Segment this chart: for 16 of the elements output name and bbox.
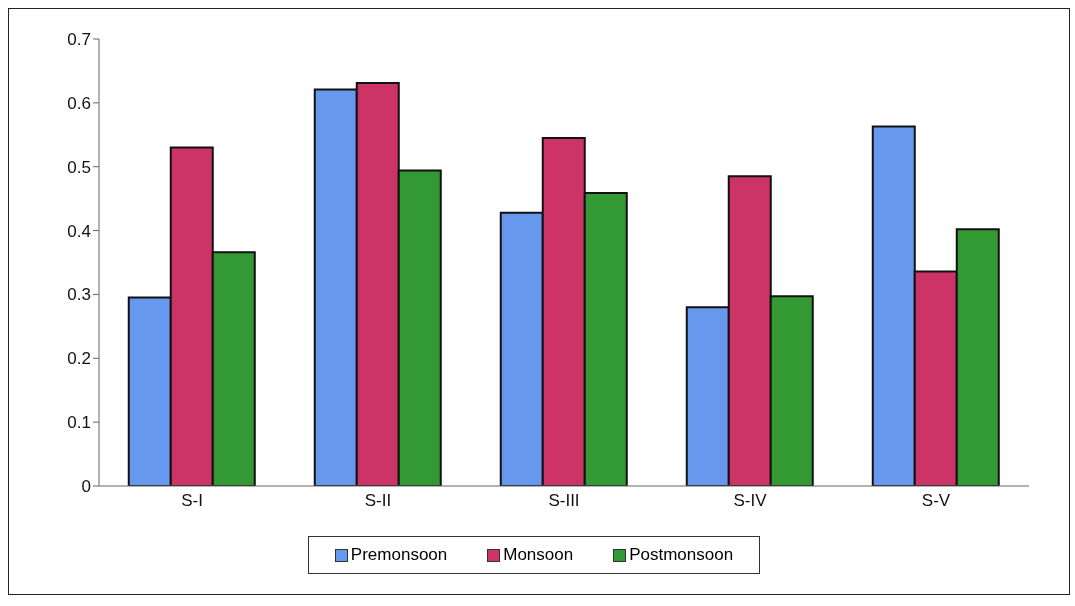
- x-tick-label: S-II: [364, 491, 392, 511]
- x-tick-label: S-V: [921, 491, 951, 511]
- y-tick-label: 0.6: [67, 93, 91, 113]
- y-tick-label: 0.7: [67, 30, 91, 50]
- x-tick-label: S-I: [181, 491, 203, 511]
- y-tick-label: 0.3: [67, 285, 91, 305]
- x-tick-label: S-IV: [733, 491, 768, 511]
- y-tick-label: 0: [81, 477, 91, 497]
- legend-label: Premonsoon: [349, 545, 448, 565]
- x-tick-label: S-III: [548, 491, 580, 511]
- y-tick-label: 0.5: [67, 157, 91, 177]
- legend-label: Monsoon: [502, 545, 574, 565]
- y-tick-label: 0.1: [67, 413, 91, 433]
- y-tick-label: 0.2: [67, 349, 91, 369]
- legend-label: Postmonsoon: [628, 545, 734, 565]
- y-tick-label: 0.4: [67, 221, 91, 241]
